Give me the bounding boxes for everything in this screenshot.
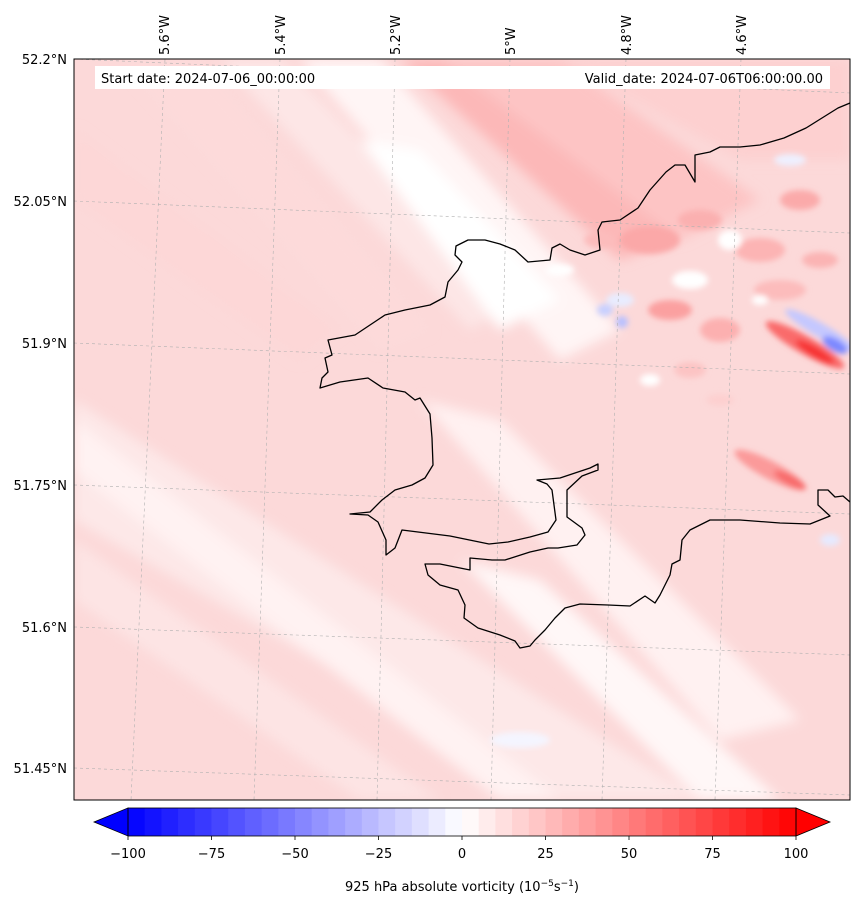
colorbar-cell: [161, 808, 179, 836]
colorbar-cell: [194, 808, 213, 836]
colorbar-cell: [662, 808, 680, 836]
vorticity-field: [74, 59, 850, 800]
colorbar-cell: [695, 808, 714, 836]
longitude-labels: 5.6°W 5.4°W 5.2°W 5°W 4.8°W 4.6°W: [158, 15, 750, 55]
colorbar-cell: [495, 808, 513, 836]
lon-label: 5.6°W: [158, 15, 173, 55]
gridlines: [74, 59, 850, 800]
colorbar-cell: [178, 808, 196, 836]
map-frame: [73, 58, 851, 801]
lon-label: 5.4°W: [274, 15, 289, 55]
colorbar-cell: [645, 808, 663, 836]
colorbar-tick-label: 50: [621, 847, 638, 862]
colorbar-cell: [462, 808, 480, 836]
colorbar-cell: [428, 808, 446, 836]
lat-label: 51.45°N: [14, 762, 67, 777]
colorbar-cell: [745, 808, 764, 836]
colorbar-cell: [629, 808, 647, 836]
colorbar-tick-label: 0: [458, 847, 466, 862]
colorbar-cell: [562, 808, 580, 836]
lon-label: 5.2°W: [389, 15, 404, 55]
colorbar-cell: [528, 808, 547, 836]
colorbar-tick-label: −25: [365, 847, 392, 862]
colorbar-cell: [211, 808, 229, 836]
colorbar-cell: [244, 808, 263, 836]
valid-date-label: Valid_date: 2024-07-06T06:00:00.00: [585, 72, 823, 87]
colorbar-cell: [361, 808, 380, 836]
colorbar-cell: [411, 808, 430, 836]
colorbar-cell: [578, 808, 597, 836]
colorbar: −100 −75 −50 −25 0 25 50 75 100 925 hPa absolute…: [92, 807, 832, 895]
colorbar-tick-label: −100: [110, 847, 146, 862]
lon-label: 5°W: [504, 27, 519, 55]
colorbar-cell: [512, 808, 530, 836]
colorbar-cell: [345, 808, 363, 836]
colorbar-cells: [128, 808, 797, 836]
date-info-box: [95, 66, 830, 89]
colorbar-label: 925 hPa absolute vorticity (10−5s−1): [345, 879, 579, 895]
colorbar-tick-label: 75: [704, 847, 721, 862]
colorbar-cell: [261, 808, 279, 836]
lat-label: 51.6°N: [22, 621, 67, 636]
colorbar-tick-label: −50: [281, 847, 308, 862]
colorbar-tick-label: −75: [198, 847, 225, 862]
latitude-labels: 52.2°N 52.05°N 51.9°N 51.75°N 51.6°N 51.…: [14, 53, 67, 777]
colorbar-cell: [328, 808, 346, 836]
colorbar-cell: [128, 808, 146, 836]
colorbar-cell: [612, 808, 630, 836]
colorbar-ticks: −100 −75 −50 −25 0 25 50 75 100: [110, 836, 808, 862]
colorbar-cell: [712, 808, 730, 836]
lon-label: 4.6°W: [735, 15, 750, 55]
colorbar-cell: [478, 808, 496, 836]
colorbar-cell: [445, 808, 463, 836]
colorbar-cell: [762, 808, 780, 836]
colorbar-cell: [295, 808, 313, 836]
lat-label: 52.2°N: [22, 53, 67, 68]
colorbar-cell: [278, 808, 296, 836]
colorbar-cell: [228, 808, 246, 836]
colorbar-cell: [378, 808, 396, 836]
colorbar-cell: [545, 808, 563, 836]
colorbar-cell: [729, 808, 747, 836]
colorbar-tick-label: 100: [784, 847, 809, 862]
colorbar-cell: [311, 808, 329, 836]
colorbar-cell: [595, 808, 613, 836]
colorbar-tick-label: 25: [537, 847, 554, 862]
lon-label: 4.8°W: [620, 15, 635, 55]
colorbar-extend-max: [795, 807, 832, 837]
colorbar-cell: [679, 808, 697, 836]
lat-label: 51.9°N: [22, 337, 67, 352]
colorbar-cell: [144, 808, 162, 836]
colorbar-cell: [395, 808, 413, 836]
coastline: [319, 102, 850, 649]
colorbar-cell: [779, 808, 797, 836]
colorbar-extend-min: [92, 807, 129, 837]
start-date-label: Start date: 2024-07-06_00:00:00: [101, 72, 315, 87]
lat-label: 51.75°N: [14, 479, 67, 494]
lat-label: 52.05°N: [14, 195, 67, 210]
